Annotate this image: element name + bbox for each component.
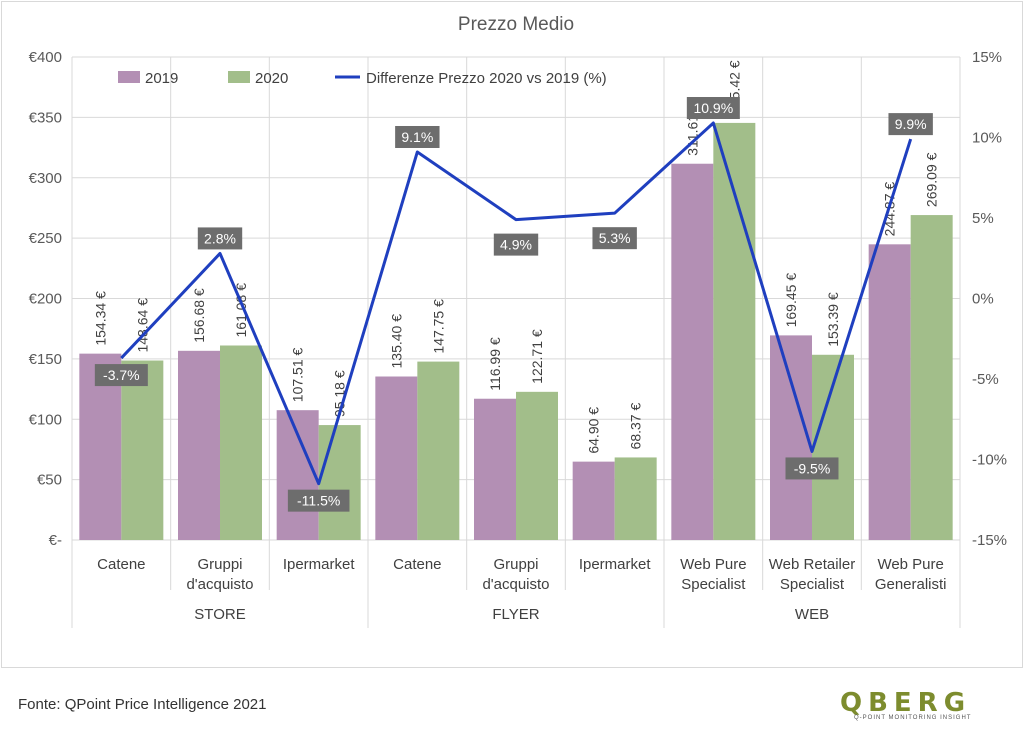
y-right-tick-label: -5% — [972, 371, 999, 388]
difference-label: -3.7% — [103, 367, 140, 383]
y-left-tick-label: €350 — [29, 109, 62, 126]
y-left-tick-label: €400 — [29, 49, 62, 66]
y-left-tick-label: €50 — [37, 472, 62, 489]
data-label-2019: 116.99 € — [487, 337, 503, 391]
logo-tagline: Q-POINT MONITORING INSIGHT — [854, 715, 972, 721]
data-label-2019: 169.45 € — [783, 273, 799, 328]
difference-label: 5.3% — [599, 230, 631, 246]
bar-2020 — [220, 345, 262, 540]
bar-2019 — [868, 244, 911, 541]
group-label: WEB — [795, 606, 829, 623]
data-label-2019: 107.51 € — [290, 347, 306, 402]
data-label-2020: 148.64 € — [134, 298, 150, 353]
data-label-2020: 269.09 € — [924, 152, 940, 207]
category-label: Specialist — [681, 576, 746, 593]
data-label-2020: 68.37 € — [628, 403, 644, 450]
bar-2020 — [121, 360, 164, 540]
y-left-tick-label: €100 — [29, 411, 62, 428]
y-left-tick-label: €250 — [29, 230, 62, 247]
group-label: FLYER — [492, 606, 539, 623]
difference-label-box — [592, 227, 637, 250]
difference-label: 9.9% — [895, 116, 927, 132]
legend-swatch-2020 — [228, 71, 250, 83]
difference-label-box — [395, 125, 440, 148]
bar-2019 — [770, 335, 812, 540]
difference-label: 9.1% — [401, 129, 433, 145]
category-label: Catene — [97, 556, 145, 573]
category-label: Specialist — [780, 576, 845, 593]
legend-label-2019: 2019 — [145, 70, 178, 87]
data-label-2019: 64.90 € — [586, 407, 602, 454]
category-label: Web Pure — [680, 556, 746, 573]
y-left-tick-label: €- — [49, 532, 62, 549]
y-left-tick-label: €200 — [29, 291, 62, 308]
y-left-tick-label: €300 — [29, 170, 62, 187]
bar-2020 — [713, 122, 756, 541]
difference-label-box — [197, 227, 243, 250]
qberg-logo: QBERG Q-POINT MONITORING INSIGHT — [840, 688, 1010, 722]
category-label: Ipermarket — [283, 556, 356, 573]
difference-line — [120, 121, 913, 486]
y-right-tick-label: -15% — [972, 532, 1007, 549]
difference-label-box — [493, 233, 539, 256]
bar-2020 — [417, 361, 460, 540]
difference-label: 2.8% — [204, 230, 236, 246]
category-label: Gruppi — [197, 556, 242, 573]
difference-label-box — [287, 489, 350, 512]
bar-2019 — [375, 376, 418, 540]
bar-2020 — [910, 215, 953, 540]
difference-label: -9.5% — [794, 460, 831, 476]
difference-label-box — [94, 364, 148, 387]
difference-label-box — [888, 113, 933, 136]
source-note: Fonte: QPoint Price Intelligence 2021 — [18, 696, 267, 713]
category-label: d'acquisto — [482, 576, 549, 593]
category-label: Catene — [393, 556, 441, 573]
data-label-2020: 122.71 € — [529, 329, 545, 384]
legend-label-2020: 2020 — [255, 70, 288, 87]
y-left-tick-label: €150 — [29, 351, 62, 368]
data-label-2019: 154.34 € — [92, 291, 108, 346]
category-label: Ipermarket — [579, 556, 652, 573]
bar-2019 — [178, 350, 220, 540]
bar-2019 — [572, 461, 615, 540]
bar-2020 — [614, 457, 657, 540]
data-label-2020: 147.75 € — [430, 299, 446, 354]
chart-border — [1, 1, 1023, 668]
data-label-2020: 153.39 € — [825, 292, 841, 347]
y-right-tick-label: 15% — [972, 49, 1002, 66]
bar-2020 — [516, 391, 558, 540]
y-right-tick-label: 0% — [972, 291, 994, 308]
category-label: Web Pure — [877, 556, 943, 573]
y-right-tick-label: 5% — [972, 210, 994, 227]
difference-label: -11.5% — [297, 493, 340, 509]
bar-2019 — [474, 398, 516, 540]
bar-2019 — [671, 163, 714, 540]
category-label: d'acquisto — [186, 576, 253, 593]
bar-2019 — [276, 410, 319, 540]
data-label-2019: 135.40 € — [388, 314, 404, 369]
chart-title: Prezzo Medio — [458, 14, 574, 35]
data-label-2019: 156.68 € — [191, 288, 207, 343]
category-label: Gruppi — [493, 556, 538, 573]
y-right-tick-label: 10% — [972, 130, 1002, 147]
y-right-tick-label: -10% — [972, 452, 1007, 469]
group-label: STORE — [194, 606, 245, 623]
difference-label: 10.9% — [693, 100, 733, 116]
bar-2020 — [318, 425, 361, 540]
legend-label-difference: Differenze Prezzo 2020 vs 2019 (%) — [366, 70, 607, 87]
data-label-2020: 95.18 € — [332, 370, 348, 417]
logo-wordmark: QBERG — [840, 688, 972, 718]
difference-label-box — [686, 97, 740, 120]
difference-label: 4.9% — [500, 237, 532, 253]
difference-label-box — [785, 457, 839, 480]
category-label: Generalisti — [875, 576, 947, 593]
category-label: Web Retailer — [769, 556, 855, 573]
legend-swatch-2019 — [118, 71, 140, 83]
